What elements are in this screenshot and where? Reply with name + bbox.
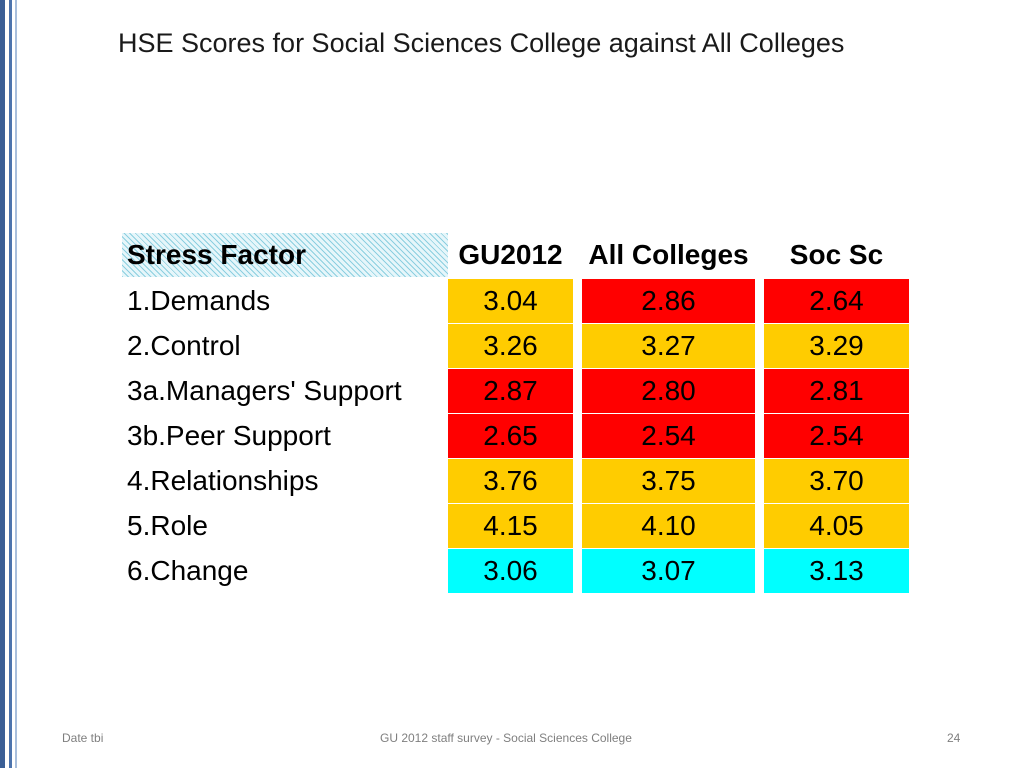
header-stress-factor: Stress Factor: [127, 239, 306, 270]
row-label: 6.Change: [127, 555, 249, 586]
header-hatch-fill: [122, 233, 448, 277]
slide-title: HSE Scores for Social Sciences College a…: [118, 28, 845, 58]
soc-sc-value: 3.13: [764, 549, 909, 593]
all-colleges-value: 2.86: [582, 279, 755, 323]
decorative-bar: [0, 0, 5, 768]
row-label: 3a.Managers' Support: [127, 375, 402, 406]
footer-date: Date tbi: [62, 731, 104, 745]
soc-sc-value: 3.70: [764, 459, 909, 503]
row-label: 2.Control: [127, 330, 241, 361]
gu2012-value: 2.87: [448, 369, 573, 413]
gu2012-value: 3.04: [448, 279, 573, 323]
header-all-colleges: All Colleges: [588, 239, 749, 270]
slide-number: 24: [947, 731, 961, 745]
soc-sc-value: 2.81: [764, 369, 909, 413]
row-label: 3b.Peer Support: [127, 420, 331, 451]
decorative-bar: [15, 0, 17, 768]
gu2012-value: 3.26: [448, 324, 573, 368]
gu2012-value: 2.65: [448, 414, 573, 458]
left-decorative-bars: [0, 0, 24, 768]
soc-sc-value: 3.29: [764, 324, 909, 368]
soc-sc-value: 2.54: [764, 414, 909, 458]
all-colleges-value: 3.27: [582, 324, 755, 368]
all-colleges-value: 4.10: [582, 504, 755, 548]
gu2012-value: 3.06: [448, 549, 573, 593]
all-colleges-value: 3.75: [582, 459, 755, 503]
row-label: 4.Relationships: [127, 465, 319, 496]
soc-sc-value: 2.64: [764, 279, 909, 323]
soc-sc-value: 4.05: [764, 504, 909, 548]
all-colleges-value: 2.80: [582, 369, 755, 413]
all-colleges-value: 2.54: [582, 414, 755, 458]
row-label: 5.Role: [127, 510, 208, 541]
all-colleges-value: 3.07: [582, 549, 755, 593]
footer-title: GU 2012 staff survey - Social Sciences C…: [380, 731, 632, 745]
gu2012-value: 3.76: [448, 459, 573, 503]
row-label: 1.Demands: [127, 285, 271, 316]
gu2012-value: 4.15: [448, 504, 573, 548]
header-soc-sc: Soc Sc: [789, 239, 884, 270]
decorative-bar: [9, 0, 12, 768]
header-gu2012: GU2012: [458, 239, 563, 270]
